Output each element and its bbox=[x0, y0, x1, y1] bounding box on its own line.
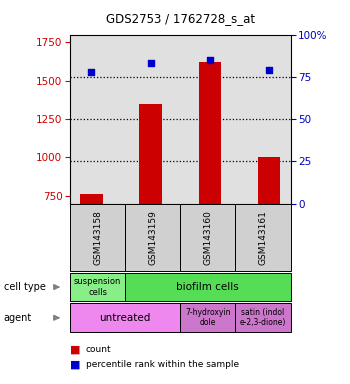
Point bbox=[266, 67, 272, 73]
Text: GSM143158: GSM143158 bbox=[93, 210, 102, 265]
Text: untreated: untreated bbox=[99, 313, 151, 323]
Text: percentile rank within the sample: percentile rank within the sample bbox=[86, 360, 239, 369]
Bar bbox=[139, 104, 162, 204]
Text: suspension
cells: suspension cells bbox=[74, 277, 121, 297]
Bar bbox=[258, 157, 280, 204]
Bar bbox=[199, 62, 221, 204]
Text: GDS2753 / 1762728_s_at: GDS2753 / 1762728_s_at bbox=[106, 12, 255, 25]
Text: cell type: cell type bbox=[4, 282, 46, 292]
Text: count: count bbox=[86, 345, 111, 354]
Bar bbox=[80, 194, 103, 204]
Text: 7-hydroxyin
dole: 7-hydroxyin dole bbox=[185, 308, 231, 328]
Text: satin (indol
e-2,3-dione): satin (indol e-2,3-dione) bbox=[240, 308, 286, 328]
Text: ■: ■ bbox=[70, 344, 80, 354]
Point bbox=[207, 57, 213, 63]
Text: biofilm cells: biofilm cells bbox=[176, 282, 239, 292]
Text: ■: ■ bbox=[70, 360, 80, 370]
Text: GSM143160: GSM143160 bbox=[203, 210, 212, 265]
Text: GSM143161: GSM143161 bbox=[258, 210, 267, 265]
Text: agent: agent bbox=[4, 313, 32, 323]
Point bbox=[89, 69, 94, 75]
Point bbox=[148, 60, 153, 66]
Text: GSM143159: GSM143159 bbox=[148, 210, 157, 265]
